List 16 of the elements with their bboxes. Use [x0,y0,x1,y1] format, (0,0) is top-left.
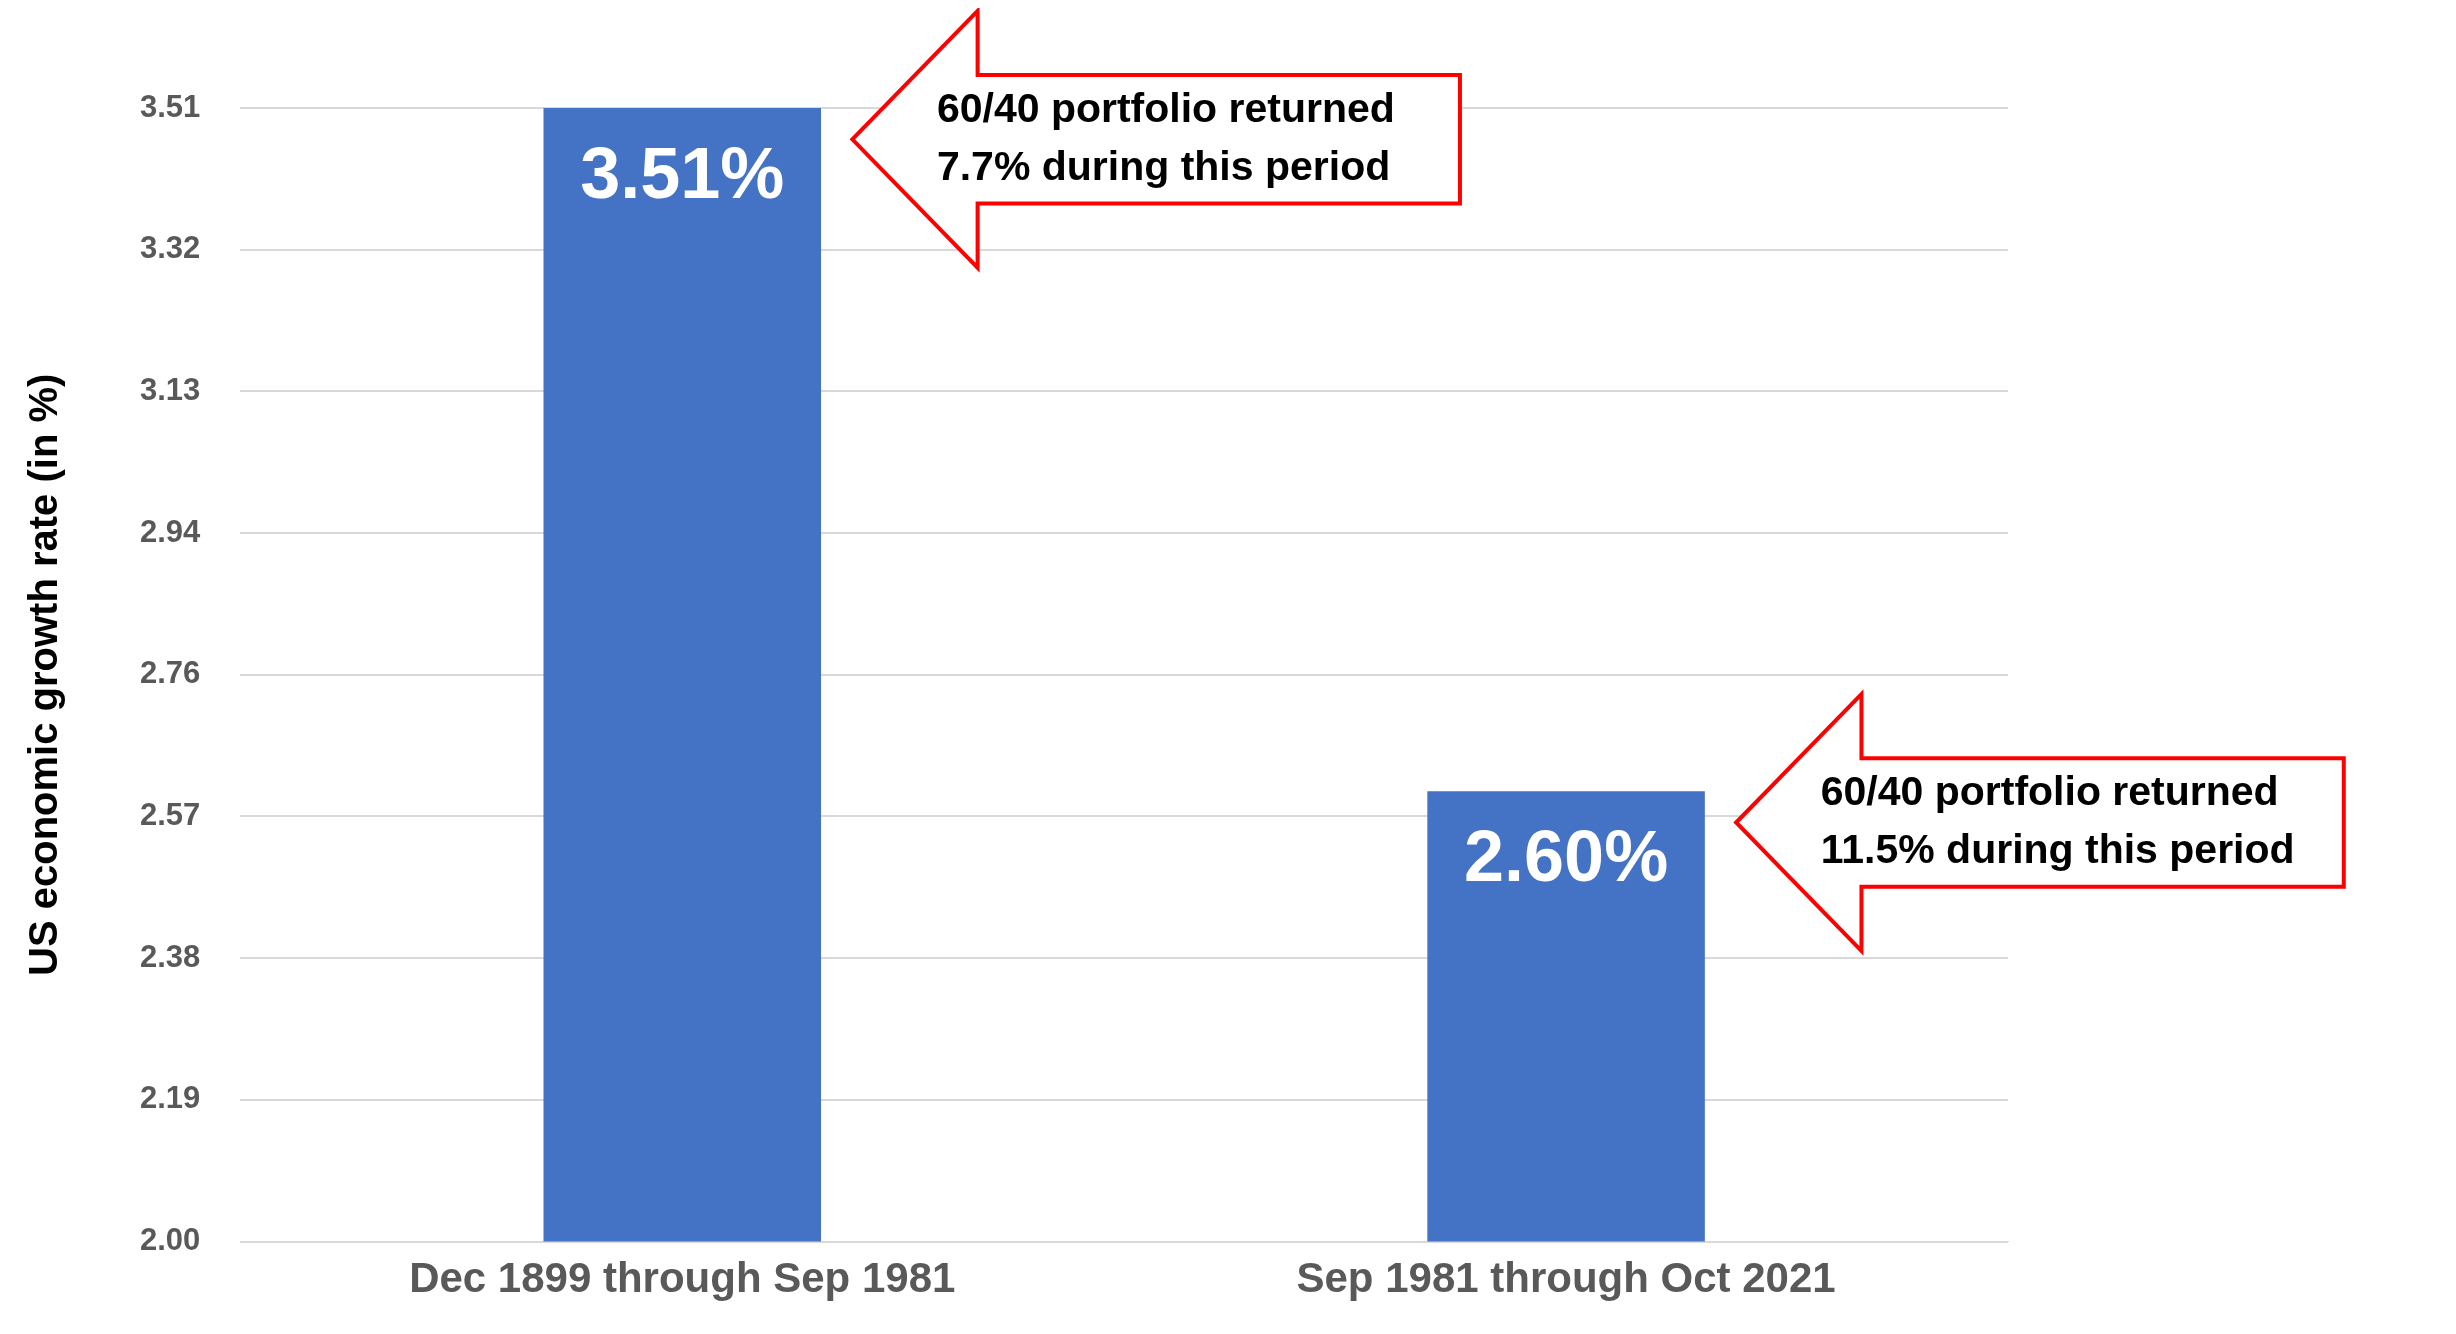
y-tick-label: 3.32 [139,230,201,266]
y-tick-label: 2.57 [139,797,201,833]
x-tick-label: Sep 1981 through Oct 2021 [1296,1254,1836,1302]
y-axis-title: US economic growth rate (in %) [21,373,66,976]
data-label: 2.60% [1464,816,1669,897]
y-tick-label: 2.00 [139,1222,201,1258]
y-tick-label: 2.19 [139,1080,201,1116]
x-tick-label: Dec 1899 through Sep 1981 [409,1254,956,1302]
y-tick-label: 2.76 [139,655,201,691]
y-tick-label: 3.51 [139,88,201,124]
annotation: 60/40 portfolio returned 11.5% during this period [1820,767,2295,872]
y-tick-label: 3.13 [139,371,201,407]
y-tick-label: 2.94 [139,513,202,549]
data-label: 3.51% [580,133,785,214]
y-tick-label: 2.38 [139,938,201,974]
annotation: 60/40 portfolio returned 7.7% during this period [936,84,1395,189]
